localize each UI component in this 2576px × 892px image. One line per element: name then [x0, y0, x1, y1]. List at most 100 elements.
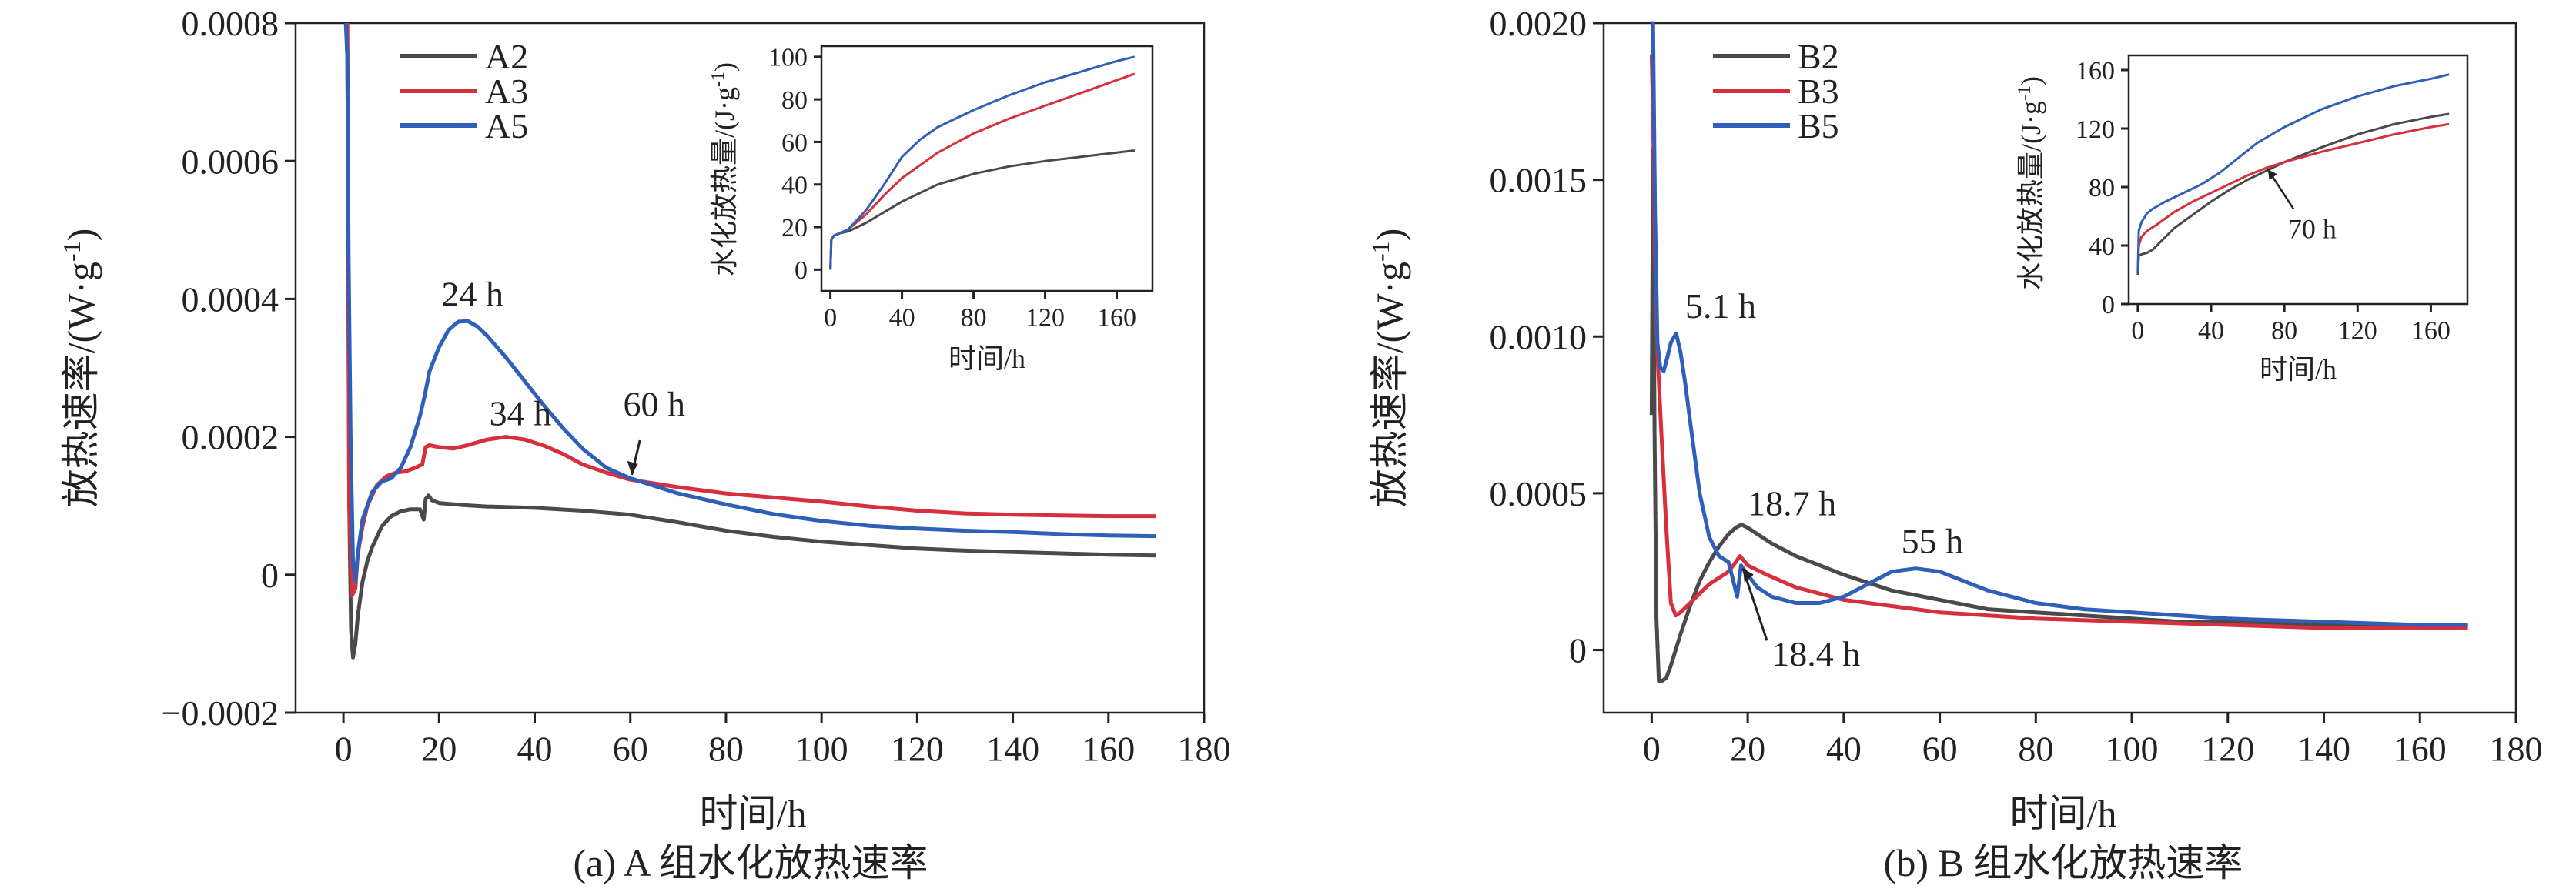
Ai-ytick-label: 60 — [781, 129, 808, 157]
series-line-b2 — [1649, 146, 2468, 683]
A-xtick-label: 100 — [795, 729, 848, 768]
peak-annotation: 18.4 h — [1771, 634, 1860, 673]
panel-a-plot-frame — [294, 22, 1206, 714]
panel-b-series — [1649, 21, 2468, 683]
Bi-xtick-label: 160 — [2411, 317, 2451, 346]
series-line-b2 — [2136, 112, 2450, 276]
Ai-xtick-label: 40 — [889, 304, 915, 332]
panel-b-x-axis: 0 20 40 60 80 100 120 140 160 180 — [1643, 713, 2543, 768]
A-xtick-label: 80 — [708, 729, 744, 768]
legend-label-a2: A2 — [485, 37, 528, 76]
panel-b-plot-frame — [1602, 22, 2517, 714]
panel-b-inset-annotation: 70 h — [2267, 169, 2337, 245]
A-ytick-label: 0 — [261, 556, 279, 595]
Ai-ytick-label: 40 — [781, 172, 808, 200]
Ai-ytick-label: 80 — [781, 86, 808, 115]
B-xtick-label: 100 — [2106, 729, 2159, 768]
legend-label-a3: A3 — [485, 72, 528, 111]
Ai-ytick-label: 0 — [795, 256, 808, 285]
panel-a-inset-x-axis-title: 时间/h — [948, 343, 1025, 374]
panel-a-inset: 0 20 40 60 80 100 0 40 80 120 160 时间/h 水化放热量/(J·g… — [708, 44, 1154, 374]
series-line-b5 — [2136, 73, 2450, 272]
Ai-ytick-label: 100 — [768, 44, 808, 72]
panel-b-y-axis: 0 0.0005 0.0010 0.0015 0.0020 — [1490, 4, 1604, 670]
series-line-a2 — [829, 149, 1135, 270]
series-line-b3 — [1649, 54, 2468, 630]
annotation-arrowhead — [1742, 568, 1754, 583]
panel-b-y-axis-title: 放热速率/(W·g-1) — [1367, 229, 1411, 508]
A-xtick-label: 40 — [517, 729, 553, 768]
series-line-a5 — [343, 22, 1156, 584]
Ai-xtick-label: 80 — [961, 304, 987, 332]
peak-annotation: 5.1 h — [1685, 286, 1756, 326]
panel-a-y-axis-title: 放热速率/(W·g-1) — [58, 229, 102, 508]
panel-a-inset-y-axis-title: 水化放热量/(J·g-1) — [708, 62, 740, 276]
series-line-b3 — [2136, 122, 2450, 272]
B-xtick-label: 140 — [2297, 729, 2350, 768]
series-line-a5 — [829, 55, 1136, 270]
Ai-xtick-label: 160 — [1097, 304, 1136, 332]
panel-a-x-axis-title: 时间/h — [700, 792, 807, 835]
panel-a-y-axis: −0.0002 0 0.0002 0.0004 0.0006 0.0008 — [162, 4, 296, 733]
panel-b-annotations: 5.1 h 18.7 h 55 h 18.4 h — [1685, 286, 1963, 673]
A-xtick-label: 120 — [891, 729, 944, 768]
Bi-ytick-label: 120 — [2076, 115, 2115, 144]
panel-b-inset-x-axis: 0 40 80 120 160 — [2131, 304, 2451, 346]
panel-b: 0 0.0005 0.0010 0.0015 0.0020 0 20 40 60 80 100 12… — [1367, 4, 2543, 884]
Bi-ytick-label: 160 — [2076, 57, 2115, 85]
legend-label-b3: B3 — [1798, 72, 1839, 111]
panel-b-inset-y-axis-title: 水化放热量/(J·g-1) — [2015, 76, 2046, 290]
peak-annotation: 18.7 h — [1748, 483, 1836, 523]
panel-b-caption: (b) B 组水化放热速率 — [1884, 841, 2243, 884]
panel-a-inset-series — [829, 55, 1136, 270]
B-xtick-label: 120 — [2201, 729, 2254, 768]
panel-b-inset-y-axis: 0 40 80 120 160 — [2076, 57, 2129, 319]
Ai-xtick-label: 0 — [824, 304, 837, 332]
A-xtick-label: 0 — [335, 729, 353, 768]
panel-a: −0.0002 0 0.0002 0.0004 0.0006 0.0008 0 20 40 60… — [58, 4, 1231, 884]
B-ytick-label: 0.0020 — [1490, 4, 1587, 43]
Bi-ytick-label: 80 — [2089, 174, 2115, 202]
A-xtick-label: 60 — [613, 729, 648, 768]
panel-a-inset-frame — [820, 45, 1154, 292]
panel-a-inset-x-axis: 0 40 80 120 160 — [824, 291, 1136, 332]
B-xtick-label: 160 — [2394, 729, 2447, 768]
panel-b-inset-series — [2136, 73, 2450, 276]
peak-annotation: 60 h — [624, 385, 686, 424]
B-xtick-label: 80 — [2018, 729, 2053, 768]
B-ytick-label: 0 — [1569, 631, 1587, 670]
B-xtick-label: 60 — [1922, 729, 1958, 768]
Bi-xtick-label: 120 — [2338, 317, 2377, 346]
Bi-ytick-label: 40 — [2089, 232, 2115, 261]
panel-a-series — [343, 22, 1156, 660]
A-ytick-label: −0.0002 — [162, 693, 279, 733]
peak-annotation: 34 h — [490, 393, 552, 433]
annotation-arrowhead — [627, 460, 638, 475]
A-ytick-label: 0.0004 — [182, 280, 279, 319]
inset-annotation-arrowhead — [2267, 169, 2277, 181]
legend-label-a5: A5 — [485, 106, 528, 145]
A-ytick-label: 0.0002 — [182, 418, 279, 457]
B-xtick-label: 0 — [1643, 729, 1661, 768]
A-xtick-label: 160 — [1082, 729, 1135, 768]
panel-a-annotations: 24 h 34 h 60 h — [442, 274, 686, 476]
Bi-ytick-label: 0 — [2102, 291, 2115, 319]
B-xtick-label: 40 — [1826, 729, 1862, 768]
B-ytick-label: 0.0015 — [1490, 161, 1587, 200]
annotation-arrow — [1741, 568, 1768, 641]
panel-a-x-axis: 0 20 40 60 80 100 120 140 160 180 — [335, 713, 1231, 768]
panel-a-inset-y-axis: 0 20 40 60 80 100 — [768, 44, 821, 285]
Ai-ytick-label: 20 — [781, 214, 808, 242]
peak-annotation: 24 h — [442, 274, 504, 313]
Bi-xtick-label: 40 — [2198, 317, 2224, 346]
B-xtick-label: 180 — [2490, 729, 2543, 768]
legend-label-b2: B2 — [1798, 37, 1839, 76]
A-xtick-label: 180 — [1178, 729, 1231, 768]
Bi-xtick-label: 80 — [2271, 317, 2297, 346]
B-ytick-label: 0.0010 — [1490, 317, 1587, 356]
panel-b-x-axis-title: 时间/h — [2010, 792, 2117, 835]
A-ytick-label: 0.0008 — [182, 4, 279, 43]
panel-b-inset-frame — [2127, 54, 2469, 306]
